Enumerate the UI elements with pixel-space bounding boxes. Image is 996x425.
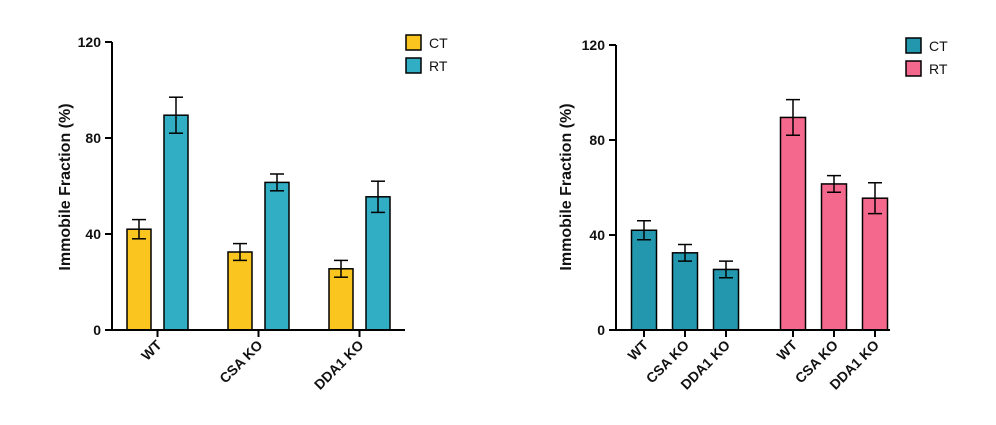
x-tick-label: WT — [624, 336, 651, 363]
error-bar-rt-dda1-ko — [868, 182, 882, 215]
bar-ct-wt — [630, 229, 658, 331]
y-tick-label: 0 — [597, 322, 605, 338]
legend-label-rt: RT — [929, 61, 948, 77]
bar-rt-wt — [163, 114, 189, 331]
y-tick-label: 120 — [78, 34, 102, 50]
y-tick-label: 40 — [85, 226, 101, 242]
y-tick-label: 120 — [582, 37, 606, 53]
bar-rt-csa-ko — [264, 181, 290, 331]
x-tick-label: CSA KO — [216, 337, 266, 387]
error-bar-rt-dda1-ko — [371, 180, 385, 214]
y-axis-title: Immobile Fraction (%) — [57, 103, 74, 270]
error-bar-ct-wt — [132, 218, 146, 240]
y-axis-title: Immobile Fraction (%) — [558, 103, 575, 270]
legend: CT RT — [905, 37, 948, 77]
error-bar-ct-csa-ko — [678, 243, 692, 262]
legend-swatch-rt — [405, 57, 422, 74]
error-bar-rt-csa-ko — [827, 174, 841, 193]
y-tick-label: 0 — [93, 322, 101, 338]
legend-label-ct: CT — [929, 38, 948, 54]
x-tick-label: WT — [773, 336, 800, 363]
x-tick-label: WT — [138, 336, 165, 363]
legend-swatch-ct — [905, 37, 922, 54]
legend-swatch-rt — [905, 60, 922, 77]
bar-rt-dda1-ko — [365, 196, 391, 331]
chart-left: Immobile Fraction (%) 0 40 80 120 WT CSA KO D… — [57, 34, 448, 393]
y-tick-label: 80 — [589, 132, 605, 148]
error-bar-rt-csa-ko — [270, 173, 284, 192]
legend-label-rt: RT — [429, 58, 448, 74]
bar-ct-csa-ko — [671, 252, 699, 331]
error-bar-rt-wt — [169, 96, 183, 134]
error-bar-rt-wt — [786, 98, 800, 136]
error-bar-ct-dda1-ko — [719, 260, 733, 279]
legend: CT RT — [405, 34, 448, 74]
error-bar-ct-dda1-ko — [334, 259, 348, 278]
error-bar-ct-csa-ko — [233, 242, 247, 262]
bar-rt-wt — [779, 116, 807, 331]
y-tick-label: 40 — [589, 227, 605, 243]
bar-ct-wt — [126, 228, 152, 331]
legend-label-ct: CT — [429, 35, 448, 51]
legend-swatch-ct — [405, 34, 422, 51]
bar-rt-dda1-ko — [861, 197, 889, 331]
y-tick-label: 80 — [85, 130, 101, 146]
bar-ct-csa-ko — [227, 251, 253, 331]
bar-rt-csa-ko — [820, 183, 848, 331]
bar-ct-dda1-ko — [712, 268, 740, 331]
x-tick-label: DDA1 KO — [311, 337, 367, 393]
bar-ct-dda1-ko — [328, 268, 354, 331]
error-bar-ct-wt — [637, 220, 651, 241]
